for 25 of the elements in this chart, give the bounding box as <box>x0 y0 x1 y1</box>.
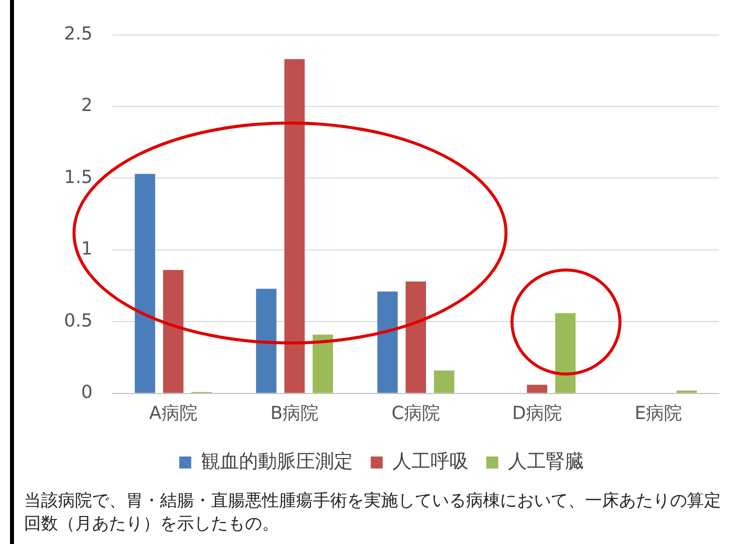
bar <box>406 282 426 393</box>
bar <box>284 59 305 393</box>
y-tick-label: 1.5 <box>64 166 93 188</box>
y-tick-label: 2.5 <box>64 23 93 44</box>
x-tick-label: D病院 <box>512 402 562 424</box>
y-tick-label: 0.5 <box>64 310 93 332</box>
legend-label: 人工腎臓 <box>508 450 584 472</box>
legend-label: 人工呼吸 <box>392 450 468 472</box>
bar <box>134 174 156 393</box>
y-tick-label: 1 <box>81 238 93 260</box>
bar <box>377 292 398 393</box>
x-tick-label: C病院 <box>392 402 440 424</box>
bar <box>434 370 454 393</box>
bar <box>312 334 334 393</box>
bar <box>256 288 276 393</box>
bar <box>163 270 184 393</box>
bar <box>526 384 548 393</box>
y-tick-label: 2 <box>81 95 93 116</box>
bar <box>555 313 576 393</box>
text: 当該病院で、胃・結腸・直腸悪性腫瘍手術を実施している病棟において、一床あたりの算定回数（月あたり）を示したもの。 <box>24 490 722 536</box>
x-tick-label: A病院 <box>149 402 198 424</box>
x-tick-label: B病院 <box>270 402 319 424</box>
legend-label: 観血的動脈圧測定 <box>200 450 353 472</box>
y-tick-label: 0 <box>81 382 93 404</box>
x-tick-label: E病院 <box>634 402 682 424</box>
